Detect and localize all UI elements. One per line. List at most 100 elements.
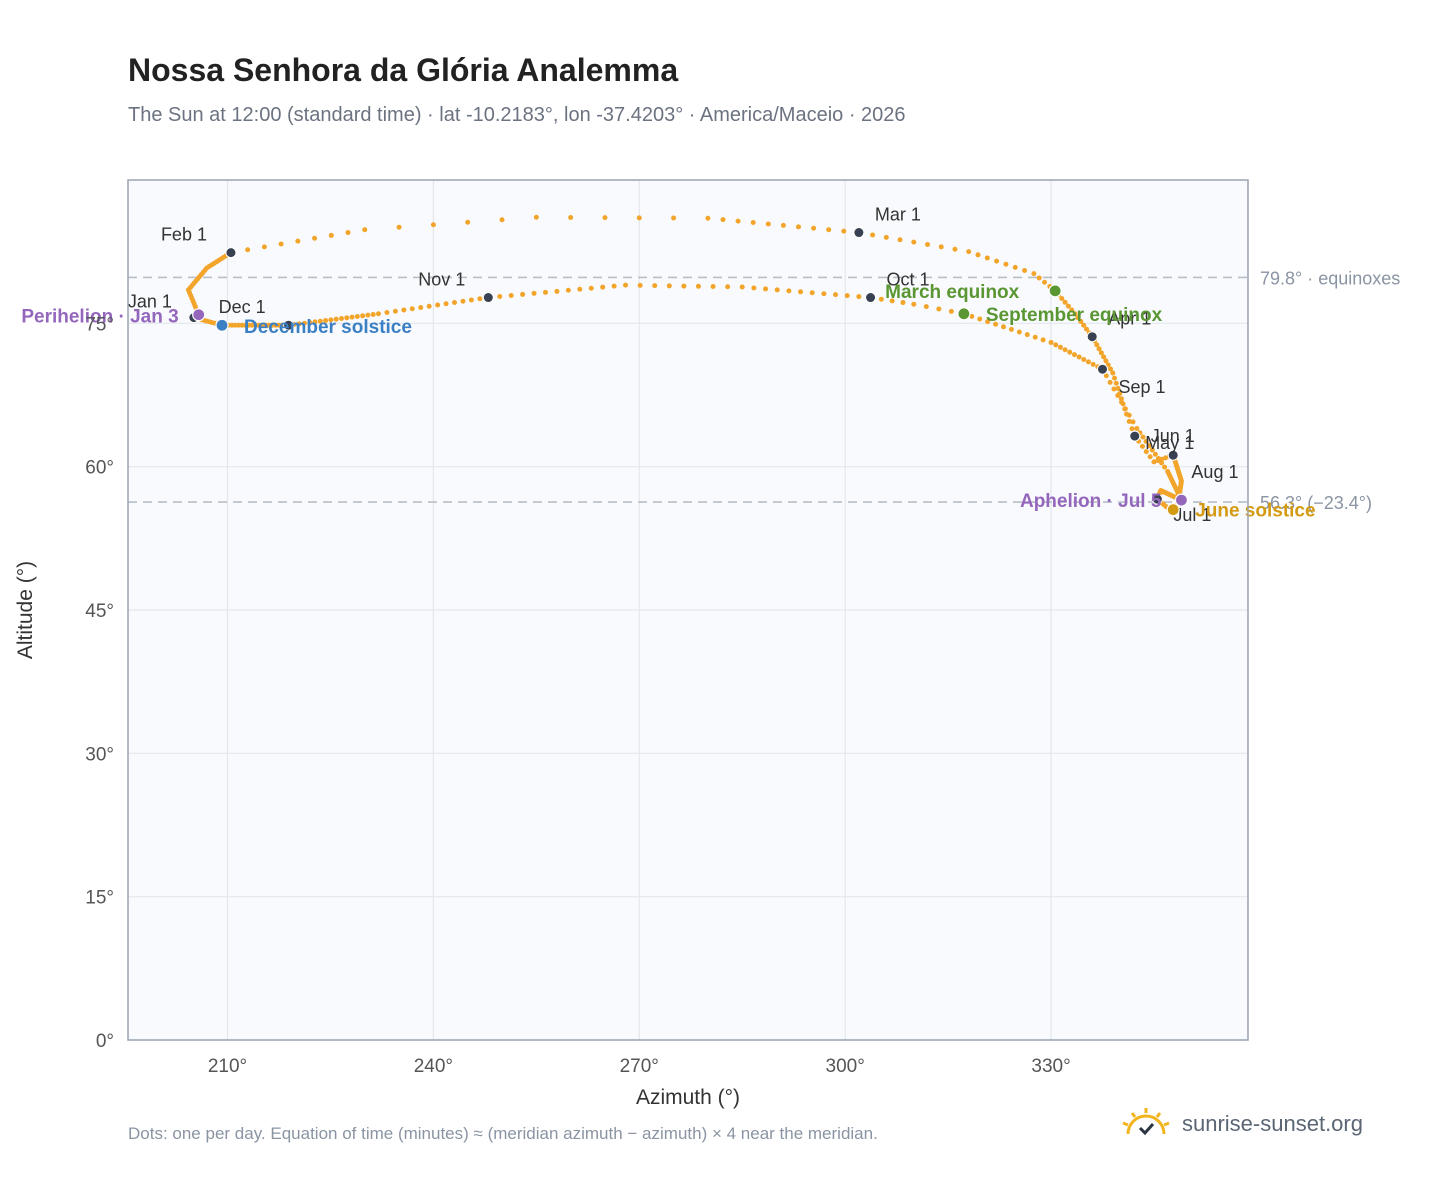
daily-sun-dot: [1101, 354, 1107, 360]
daily-sun-dot: [1103, 358, 1109, 364]
daily-sun-dot: [1081, 356, 1087, 362]
daily-sun-dot: [1162, 464, 1168, 470]
daily-sun-dot: [1016, 329, 1022, 335]
daily-sun-dot: [245, 247, 251, 253]
daily-sun-dot: [317, 318, 323, 324]
daily-sun-dot: [811, 225, 817, 231]
month-label: Apr 1: [1108, 309, 1151, 329]
daily-sun-dot: [588, 285, 594, 291]
daily-sun-dot: [344, 315, 350, 321]
daily-sun-dot: [328, 317, 334, 323]
x-axis-label: Azimuth (°): [636, 1086, 740, 1109]
daily-sun-dot: [809, 290, 815, 296]
daily-sun-dot: [844, 293, 850, 299]
x-tick-label: 300°: [826, 1056, 865, 1077]
month-marker: [1097, 363, 1109, 375]
month-marker: [1167, 449, 1179, 461]
daily-sun-dot: [993, 321, 999, 327]
daily-sun-dot: [936, 306, 942, 312]
daily-sun-dot: [602, 215, 608, 221]
daily-sun-dot: [1081, 322, 1087, 328]
daily-sun-dot: [637, 282, 643, 288]
daily-sun-dot: [1053, 342, 1059, 348]
daily-sun-dot: [695, 283, 701, 289]
daily-sun-dot: [1040, 337, 1046, 343]
daily-sun-dot: [1107, 379, 1113, 385]
month-marker: [283, 319, 295, 331]
y-tick-label: 30°: [85, 744, 114, 765]
daily-sun-dot: [1126, 418, 1132, 424]
daily-sun-dot: [531, 290, 537, 296]
daily-sun-dot: [923, 304, 929, 310]
month-label: Nov 1: [418, 270, 465, 290]
daily-sun-dot: [477, 296, 483, 302]
daily-sun-dot: [780, 222, 786, 228]
month-label: May 1: [1145, 433, 1194, 453]
daily-sun-dot: [1096, 346, 1102, 352]
daily-sun-dot: [542, 289, 548, 295]
daily-sun-dot: [1076, 354, 1082, 360]
event-marker: [1048, 284, 1062, 298]
daily-sun-dot: [568, 214, 574, 220]
month-label: Dec 1: [219, 297, 266, 317]
brand-name: sunrise-sunset.org: [1182, 1111, 1363, 1136]
daily-sun-dot: [750, 220, 756, 226]
daily-sun-dot: [952, 246, 958, 252]
daily-sun-dot: [497, 293, 503, 299]
daily-sun-dot: [418, 305, 424, 311]
daily-sun-dot: [1072, 311, 1078, 317]
daily-sun-dot: [1159, 460, 1165, 466]
daily-sun-dot: [826, 227, 832, 233]
daily-sun-dot: [565, 287, 571, 293]
daily-sun-dot: [948, 308, 954, 314]
daily-sun-dot: [1024, 332, 1030, 338]
daily-sun-dot: [1065, 303, 1071, 309]
daily-sun-dot: [460, 298, 466, 304]
daily-sun-dot: [360, 313, 366, 319]
daily-sun-dot: [1083, 326, 1089, 332]
daily-sun-dot: [354, 313, 360, 319]
daily-sun-dot: [1126, 412, 1132, 418]
daily-sun-dot: [1008, 326, 1014, 332]
daily-sun-dot: [468, 297, 474, 303]
event-label: March equinox: [885, 282, 1020, 303]
daily-sun-dot: [554, 288, 560, 294]
daily-sun-dot: [328, 232, 334, 238]
daily-sun-dot: [966, 249, 972, 255]
daily-sun-dot: [409, 306, 415, 312]
daily-sun-dot: [1149, 447, 1155, 453]
y-axis-ticks: 0° 15° 30° 45° 60° 75°: [85, 314, 114, 1052]
daily-sun-dot: [1165, 468, 1171, 474]
daily-sun-dot: [1152, 451, 1158, 457]
daily-sun-dot: [977, 316, 983, 322]
daily-sun-dot: [301, 320, 307, 326]
month-marker: [482, 292, 494, 304]
month-marker: [1151, 493, 1163, 505]
event-label: Perihelion · Jan 3: [21, 307, 178, 328]
daily-sun-dot: [671, 215, 677, 221]
month-label: Mar 1: [875, 205, 921, 225]
daily-sun-dot: [1098, 350, 1104, 356]
daily-sun-dot: [370, 311, 376, 317]
daily-sun-dot: [1062, 347, 1068, 353]
daily-sun-dot: [1129, 426, 1135, 432]
daily-sun-dot: [1031, 271, 1037, 277]
daily-sun-dot: [307, 320, 313, 326]
brand[interactable]: sunrise-sunset.org: [1120, 1104, 1363, 1144]
daily-sun-dot: [1094, 342, 1100, 348]
x-tick-label: 270°: [620, 1056, 659, 1077]
daily-sun-dot: [911, 239, 917, 245]
daily-sun-dot: [1062, 299, 1068, 305]
daily-sun-dot: [278, 241, 284, 247]
daily-sun-dot: [1067, 349, 1073, 355]
daily-sun-dot: [1048, 339, 1054, 345]
month-label: Jan 1: [128, 292, 172, 312]
daily-sun-dot: [392, 308, 398, 314]
daily-sun-dot: [1042, 279, 1048, 285]
daily-sun-dot: [1085, 359, 1091, 365]
daily-sun-dot: [435, 302, 441, 308]
month-label: Sep 1: [1119, 377, 1166, 397]
y-tick-label: 45°: [85, 601, 114, 622]
daily-sun-dot: [345, 230, 351, 236]
